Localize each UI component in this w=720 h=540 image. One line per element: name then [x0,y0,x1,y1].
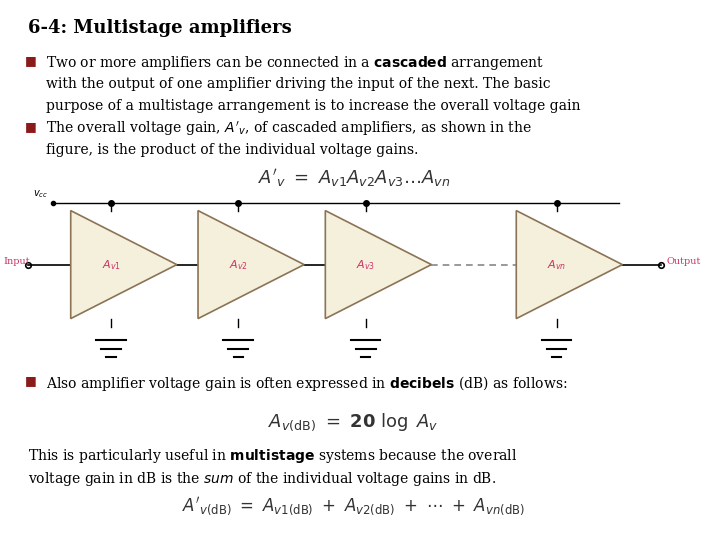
Text: Output: Output [666,258,701,266]
Polygon shape [325,211,431,319]
Text: The overall voltage gain, $A'_v$, of cascaded amplifiers, as shown in the: The overall voltage gain, $A'_v$, of cas… [46,120,531,138]
Text: $A_{v1}$: $A_{v1}$ [102,258,120,272]
Text: ■: ■ [24,120,37,133]
Polygon shape [198,211,304,319]
Polygon shape [71,211,177,319]
Polygon shape [516,211,622,319]
Text: This is particularly useful in $\mathbf{multistage}$ systems because the overall: This is particularly useful in $\mathbf{… [28,447,518,465]
Text: ■: ■ [24,374,37,387]
Text: 6-4: Multistage amplifiers: 6-4: Multistage amplifiers [28,19,292,37]
Text: $A'_v\ =\ A_{v1}A_{v2}A_{v3}\ldots A_{vn}$: $A'_v\ =\ A_{v1}A_{v2}A_{v3}\ldots A_{vn… [258,167,450,190]
Text: $A_{v3}$: $A_{v3}$ [356,258,375,272]
Text: $A_{v(\mathrm{dB})}\ =\ \mathbf{20\ \log}\ A_v$: $A_{v(\mathrm{dB})}\ =\ \mathbf{20\ \log… [269,411,439,433]
Text: Input: Input [4,258,30,266]
Text: ■: ■ [24,54,37,67]
Text: purpose of a multistage arrangement is to increase the overall voltage gain: purpose of a multistage arrangement is t… [46,99,580,113]
Text: $v_{cc}$: $v_{cc}$ [33,188,48,200]
Text: $A_{vn}$: $A_{vn}$ [547,258,566,272]
Text: $A'_{v(\mathrm{dB})}\ =\ A_{v1(\mathrm{dB})}\ +\ A_{v2(\mathrm{dB})}\ +\ \cdots\: $A'_{v(\mathrm{dB})}\ =\ A_{v1(\mathrm{d… [182,496,525,518]
Text: with the output of one amplifier driving the input of the next. The basic: with the output of one amplifier driving… [46,77,551,91]
Text: $A_{v2}$: $A_{v2}$ [229,258,248,272]
Text: voltage gain in dB is the $\mathit{sum}$ of the individual voltage gains in dB.: voltage gain in dB is the $\mathit{sum}$… [28,470,496,488]
Text: figure, is the product of the individual voltage gains.: figure, is the product of the individual… [46,143,418,157]
Text: Two or more amplifiers can be connected in a $\mathbf{cascaded}$ arrangement: Two or more amplifiers can be connected … [46,54,544,72]
Text: Also amplifier voltage gain is often expressed in $\mathbf{decibels}$ (dB) as fo: Also amplifier voltage gain is often exp… [46,374,567,393]
